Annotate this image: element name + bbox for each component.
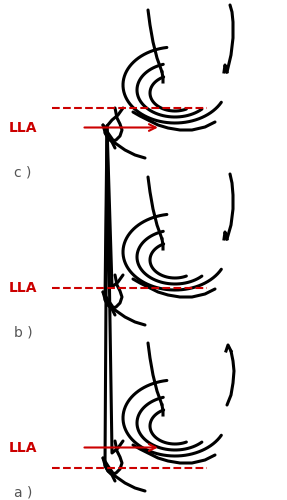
Text: c ): c ) [14,166,32,179]
Text: LLA: LLA [9,440,37,454]
Text: LLA: LLA [9,280,37,294]
Text: a ): a ) [14,486,33,500]
Text: LLA: LLA [9,120,37,134]
Text: b ): b ) [14,326,33,340]
